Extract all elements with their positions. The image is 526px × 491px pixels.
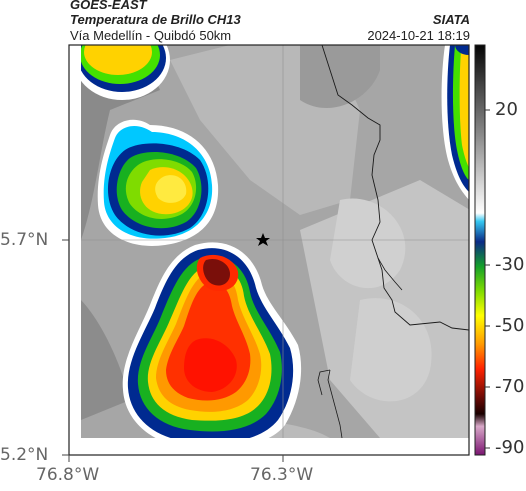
source-label: SIATA (432, 12, 470, 27)
department-border (321, 45, 469, 331)
lat-tick-label: 5.2°N (0, 445, 49, 465)
colorbar-tick-label: -70 (495, 376, 525, 397)
datetime-label: 2024-10-21 18:19 (367, 28, 470, 43)
route-label: Vía Medellín - Quibdó 50km (70, 28, 232, 43)
map-subtitle: Temperatura de Brillo CH13 (70, 12, 241, 27)
lat-tick-label: 5.7°N (0, 230, 49, 250)
colorbar-tick-label: 20 (495, 99, 518, 120)
colorbar-tick-label: -30 (495, 254, 525, 275)
location-star-icon (256, 233, 270, 246)
colorbar-tick-label: -90 (495, 437, 525, 458)
map-title: GOES-EAST (70, 0, 147, 12)
colorbar (474, 44, 486, 456)
colorbar-tick-label: -50 (495, 315, 525, 336)
lon-tick-label: 76.3°W (250, 465, 314, 485)
lon-tick-label: 76.8°W (36, 465, 100, 485)
